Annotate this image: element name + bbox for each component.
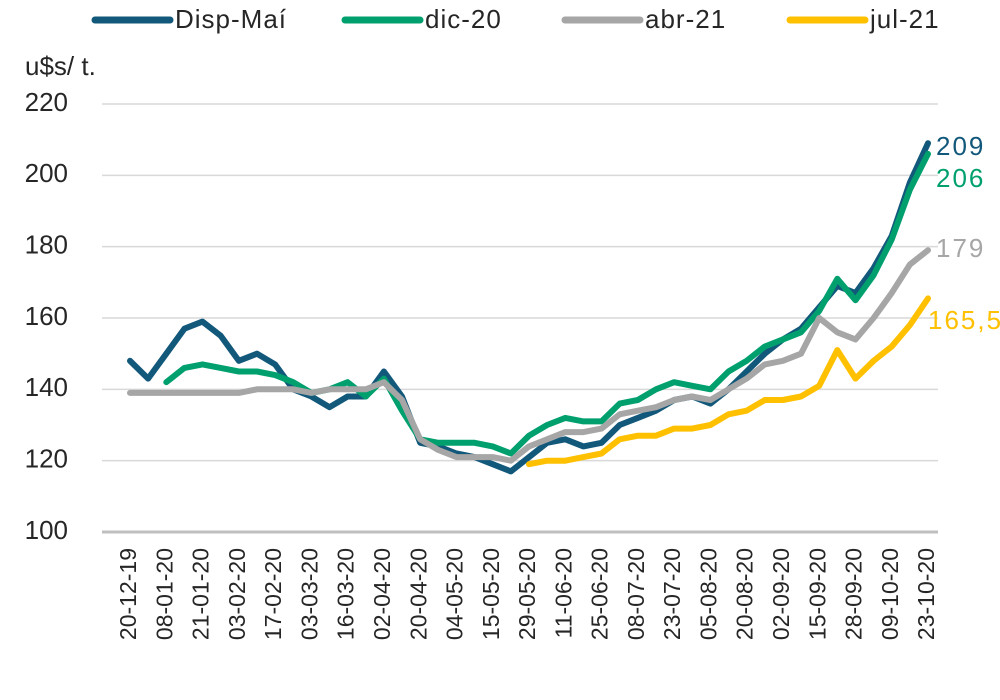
x-tick-label: 04-05-20 bbox=[442, 548, 468, 640]
x-tick-label: 09-10-20 bbox=[877, 548, 903, 640]
x-tick-label: 15-05-20 bbox=[478, 548, 504, 640]
series-line bbox=[127, 140, 931, 475]
x-tick-label: 02-09-20 bbox=[768, 548, 794, 640]
y-tick-label: 100 bbox=[25, 515, 68, 545]
series-line bbox=[127, 247, 931, 464]
x-tick-label: 05-08-20 bbox=[695, 548, 721, 640]
data-label: 165,5 bbox=[928, 305, 1000, 335]
x-tick-label: 03-02-20 bbox=[224, 548, 250, 640]
legend-label: Disp-Maí bbox=[175, 4, 287, 34]
legend-label: abr-21 bbox=[645, 4, 726, 34]
y-tick-label: 200 bbox=[25, 158, 68, 188]
x-tick-label: 21-01-20 bbox=[188, 548, 214, 640]
x-tick-label: 28-09-20 bbox=[841, 548, 867, 640]
y-tick-label: 220 bbox=[25, 87, 68, 117]
series-line bbox=[163, 150, 931, 457]
y-tick-label: 140 bbox=[25, 372, 68, 402]
y-tick-label: 120 bbox=[25, 444, 68, 474]
x-tick-label: 08-01-20 bbox=[151, 548, 177, 640]
legend-label: jul-21 bbox=[869, 4, 940, 34]
x-tick-label: 25-06-20 bbox=[587, 548, 613, 640]
y-axis-label: u$s/ t. bbox=[25, 51, 96, 81]
x-tick-label: 16-03-20 bbox=[333, 548, 359, 640]
data-label: 179 bbox=[936, 233, 985, 263]
x-tick-label: 02-04-20 bbox=[369, 548, 395, 640]
x-tick-label: 20-08-20 bbox=[732, 548, 758, 640]
x-tick-label: 15-09-20 bbox=[804, 548, 830, 640]
x-tick-label: 20-04-20 bbox=[405, 548, 431, 640]
y-tick-label: 160 bbox=[25, 301, 68, 331]
y-tick-label: 180 bbox=[25, 230, 68, 260]
x-tick-label: 03-03-20 bbox=[296, 548, 322, 640]
x-tick-label: 08-07-20 bbox=[623, 548, 649, 640]
x-tick-label: 17-02-20 bbox=[260, 548, 286, 640]
legend-label: dic-20 bbox=[425, 4, 502, 34]
data-label: 209 bbox=[936, 131, 985, 161]
x-tick-label: 20-12-19 bbox=[115, 548, 141, 640]
x-tick-label: 23-10-20 bbox=[913, 548, 939, 640]
x-tick-label: 29-05-20 bbox=[514, 548, 540, 640]
data-label: 206 bbox=[936, 163, 985, 193]
x-tick-label: 11-06-20 bbox=[550, 548, 576, 638]
series-line bbox=[526, 295, 931, 468]
x-tick-label: 23-07-20 bbox=[659, 548, 685, 640]
